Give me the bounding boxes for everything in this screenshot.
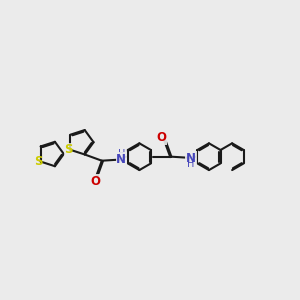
Text: O: O (90, 175, 100, 188)
Text: S: S (34, 155, 43, 168)
Text: N: N (186, 152, 196, 165)
Text: N: N (116, 152, 126, 166)
Text: H: H (187, 159, 195, 169)
Text: S: S (64, 143, 73, 156)
Text: O: O (157, 131, 166, 145)
Text: H: H (118, 149, 125, 159)
